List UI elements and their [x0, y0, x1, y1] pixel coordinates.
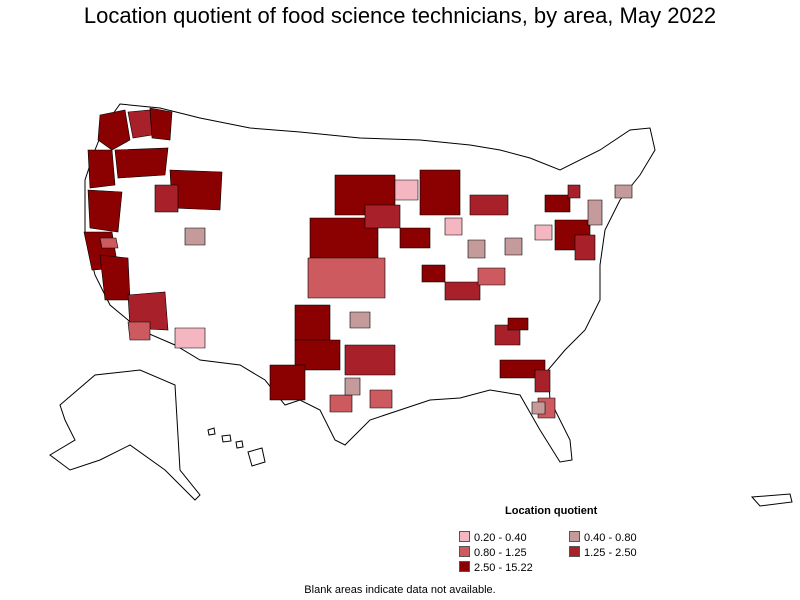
area-illinois [444, 217, 463, 236]
area-oklahoma [294, 304, 331, 341]
area-ca-south [127, 291, 169, 331]
area-ma [614, 184, 633, 199]
area-ny-hudson [587, 199, 603, 226]
alaska [49, 369, 201, 501]
area-or-coast [87, 149, 116, 189]
area-sc [507, 317, 529, 331]
legend-item-0.20-0.40: 0.20 - 0.40 [459, 531, 527, 544]
area-tx-northeast [344, 344, 396, 376]
area-fl-gulf [531, 401, 546, 415]
area-tx-central [344, 377, 361, 396]
footnote: Blank areas indicate data not available. [304, 584, 496, 596]
area-kentucky [444, 281, 481, 301]
area-ca-north [87, 189, 123, 233]
legend-item-2.50-15.22: 2.50 - 15.22 [459, 561, 533, 574]
hawaii [207, 427, 266, 467]
area-michigan [469, 194, 509, 216]
legend-item-0.40-0.80: 0.40 - 0.80 [569, 531, 637, 544]
legend-swatch [569, 546, 580, 557]
area-ny [544, 194, 571, 213]
legend-swatch [459, 531, 470, 542]
area-or-central [114, 147, 169, 179]
legend-swatch [569, 531, 580, 542]
legend-label: 0.20 - 0.40 [474, 532, 527, 544]
area-wa-coast [97, 109, 131, 151]
area-missouri [399, 227, 431, 249]
area-ca-sd [127, 321, 151, 341]
area-ohio [504, 237, 523, 256]
area-minnesota [394, 179, 419, 201]
area-ny-east [567, 184, 581, 199]
legend-label: 2.50 - 15.22 [474, 562, 533, 574]
legend-item-1.25-2.50: 1.25 - 2.50 [569, 546, 637, 559]
area-tn [477, 267, 506, 286]
shaded-areas [83, 107, 633, 419]
legend-swatch [459, 546, 470, 557]
area-ok-east [349, 311, 371, 329]
area-tx-austin [329, 394, 353, 413]
area-ar [421, 264, 446, 283]
legend-item-0.80-1.25: 0.80 - 1.25 [459, 546, 527, 559]
legend-label: 1.25 - 2.50 [584, 547, 637, 559]
area-nj-md [574, 234, 596, 261]
map-title: Location quotient of food science techni… [83, 3, 717, 28]
area-boise [154, 184, 179, 213]
legend-swatch [459, 561, 470, 572]
area-iowa [364, 204, 401, 229]
legend-label: 0.80 - 1.25 [474, 547, 527, 559]
area-sacramento [99, 237, 119, 249]
area-fl-east [534, 369, 551, 393]
puerto-rico [750, 493, 793, 507]
legend-label: 0.40 - 0.80 [584, 532, 637, 544]
area-wisconsin [419, 169, 461, 216]
area-tx-west [269, 364, 306, 401]
area-co [184, 227, 206, 246]
area-ca-central [99, 254, 131, 301]
area-wa-east [149, 107, 173, 141]
area-tx-panhandle [294, 339, 341, 371]
area-tucson [174, 327, 206, 349]
area-kansas [307, 257, 386, 299]
legend-title: Location quotient [505, 505, 598, 517]
area-tx-houston [369, 389, 393, 409]
area-indiana [467, 239, 486, 259]
area-va [534, 224, 553, 241]
